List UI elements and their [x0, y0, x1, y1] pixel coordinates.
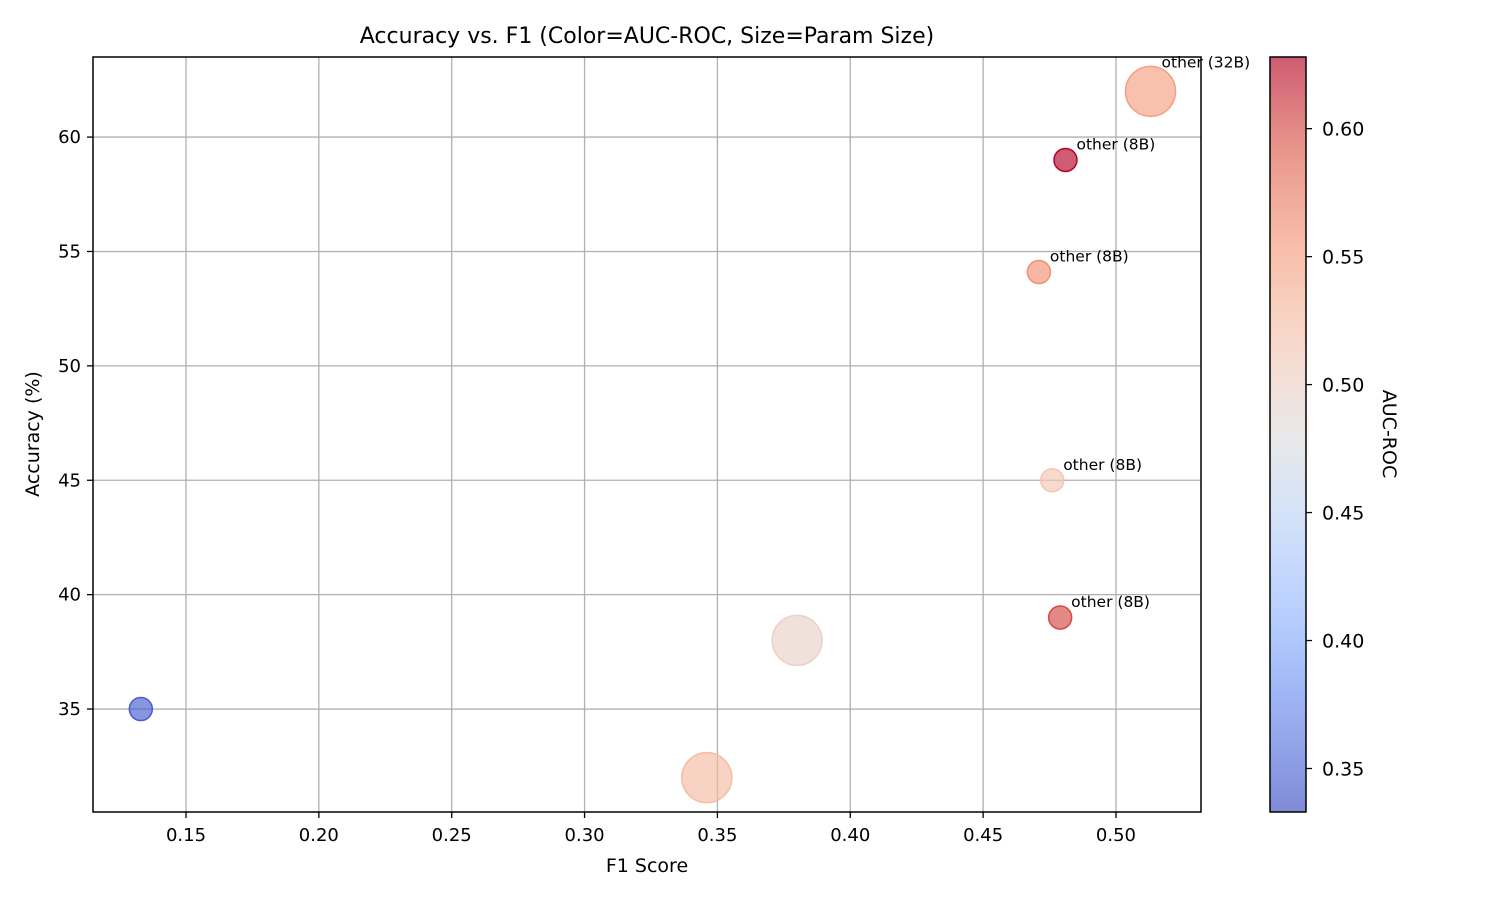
y-tick-label: 35 — [58, 699, 81, 720]
x-tick-label: 0.20 — [299, 825, 339, 846]
point-label: other (8B) — [1063, 456, 1142, 474]
axes: 0.15 0.20 0.25 0.30 0.35 0.40 0.45 0.50 35 40 45 50… — [58, 56, 1202, 846]
colorbar-tick-label: 0.60 — [1322, 119, 1364, 141]
colorbar-tick-label: 0.55 — [1322, 247, 1364, 269]
x-tick-label: 0.15 — [166, 825, 206, 846]
y-tick-label: 55 — [58, 241, 81, 262]
point-label: other (8B) — [1050, 248, 1129, 266]
scatter-point — [1124, 65, 1177, 118]
y-tick-label: 60 — [58, 127, 81, 148]
point-labels: other (8B) other (8B) other (8B) other (8B)… — [1050, 53, 1250, 611]
colorbar-label: AUC-ROC — [1378, 390, 1400, 478]
x-tick-label: 0.40 — [830, 825, 870, 846]
grid — [93, 57, 1201, 812]
x-axis-label: F1 Score — [606, 855, 688, 877]
y-axis-label: Accuracy (%) — [22, 371, 44, 497]
x-tick-label: 0.50 — [1096, 825, 1136, 846]
point-label: other (8B) — [1076, 135, 1155, 153]
colorbar-tick-label: 0.45 — [1322, 503, 1364, 525]
scatter-point — [771, 614, 823, 667]
scatter-point — [1053, 147, 1078, 173]
colorbar-tick-label: 0.40 — [1322, 631, 1364, 653]
colorbar-gradient — [1269, 56, 1307, 813]
points — [128, 65, 1177, 804]
colorbar-tick-label: 0.35 — [1322, 758, 1364, 780]
colorbar-tick-label: 0.50 — [1322, 375, 1364, 397]
y-tick-label: 40 — [58, 585, 81, 606]
y-tick-label: 50 — [58, 356, 81, 377]
scatter-point — [1026, 259, 1052, 285]
x-tick-label: 0.30 — [565, 825, 605, 846]
plot-frame — [92, 56, 1202, 813]
scatter-point — [128, 696, 154, 722]
x-tick-label: 0.45 — [963, 825, 1003, 846]
point-label: other (32B) — [1162, 53, 1251, 71]
point-label: other (8B) — [1071, 593, 1150, 611]
x-tick-label: 0.25 — [432, 825, 472, 846]
colorbar: 0.35 0.40 0.45 0.50 0.55 0.60 — [1269, 56, 1364, 813]
scatter-point — [1047, 605, 1073, 630]
y-tick-label: 45 — [58, 470, 81, 491]
x-tick-label: 0.35 — [697, 825, 737, 846]
chart-title: Accuracy vs. F1 (Color=AUC-ROC, Size=Par… — [360, 24, 934, 49]
scatter-point — [681, 751, 733, 804]
scatter-point — [1039, 468, 1065, 493]
